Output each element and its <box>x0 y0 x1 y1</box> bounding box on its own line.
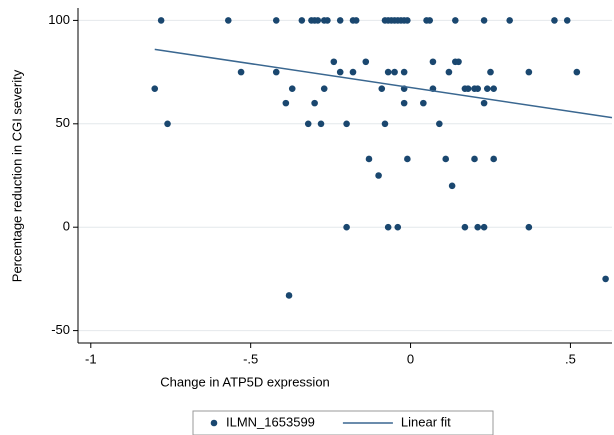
y-tick-label: 50 <box>56 115 70 130</box>
point <box>352 17 360 24</box>
point <box>426 17 434 24</box>
point <box>436 120 443 128</box>
point <box>384 223 392 231</box>
fit-line <box>154 48 613 119</box>
point <box>490 155 497 163</box>
point <box>384 68 392 76</box>
point <box>314 17 322 24</box>
point <box>330 58 338 66</box>
point <box>563 17 571 24</box>
x-tick-label: -1 <box>85 351 97 366</box>
point <box>362 58 370 66</box>
point <box>349 68 357 76</box>
point <box>365 155 373 163</box>
point <box>480 223 488 231</box>
point <box>400 68 408 76</box>
point <box>506 17 513 24</box>
point <box>164 120 171 128</box>
point <box>404 155 411 163</box>
point <box>487 68 494 76</box>
x-tick-label: .5 <box>565 351 576 366</box>
point <box>336 68 344 76</box>
point <box>442 155 450 163</box>
point <box>317 120 325 128</box>
x-tick-label: 0 <box>407 351 414 366</box>
point <box>573 68 581 76</box>
point <box>464 85 472 92</box>
point <box>282 99 290 107</box>
point <box>452 17 459 24</box>
point <box>480 99 488 107</box>
y-axis-label: Percentage reduction in CGI severity <box>9 69 24 282</box>
point <box>394 223 402 231</box>
point <box>525 223 533 231</box>
point <box>455 58 462 66</box>
point <box>420 99 427 107</box>
point <box>272 68 280 76</box>
point <box>285 292 293 299</box>
point <box>224 17 232 24</box>
x-tick-label: -.5 <box>243 351 258 366</box>
point <box>400 99 408 107</box>
point <box>298 17 306 24</box>
point <box>448 182 456 190</box>
point <box>471 155 478 163</box>
point <box>324 17 331 24</box>
point <box>474 85 482 92</box>
legend-swatch <box>210 419 218 427</box>
y-tick-label: 100 <box>48 12 70 27</box>
point <box>272 17 280 24</box>
point <box>404 17 411 24</box>
point <box>378 85 386 92</box>
point <box>474 223 482 231</box>
point <box>445 68 453 76</box>
point <box>311 99 318 107</box>
legend-label: ILMN_1653599 <box>226 414 315 429</box>
point <box>551 17 558 24</box>
point <box>461 223 469 231</box>
point <box>490 85 497 92</box>
point <box>391 68 398 76</box>
point <box>288 85 296 92</box>
y-tick-label: -50 <box>51 322 70 337</box>
point <box>157 17 165 24</box>
point <box>480 17 488 24</box>
point <box>343 120 350 128</box>
point <box>304 120 312 128</box>
point <box>151 85 159 92</box>
y-tick-label: 0 <box>63 219 70 234</box>
point <box>483 85 491 92</box>
point <box>237 68 245 76</box>
point <box>320 85 328 92</box>
point <box>336 17 344 24</box>
point <box>375 172 382 179</box>
point <box>343 223 350 231</box>
point <box>602 275 609 283</box>
point <box>381 120 389 128</box>
legend-label: Linear fit <box>401 414 451 429</box>
x-axis-label: Change in ATP5D expression <box>160 374 330 389</box>
point <box>525 68 533 76</box>
point <box>429 58 437 66</box>
